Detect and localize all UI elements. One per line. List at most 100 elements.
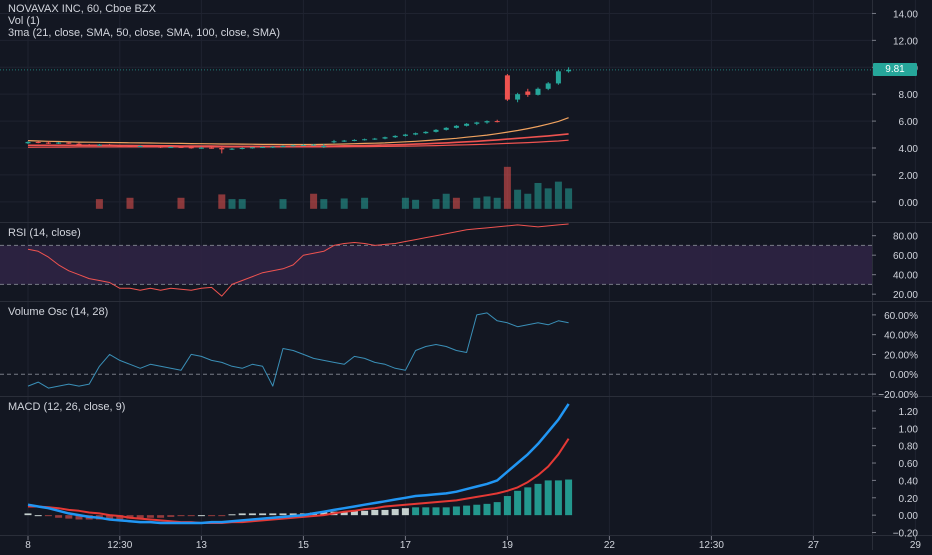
candle-body bbox=[178, 146, 184, 148]
candle-body bbox=[300, 145, 306, 147]
rsi-line bbox=[27, 223, 569, 297]
volume-bar bbox=[228, 199, 236, 209]
macd-histogram-bar bbox=[473, 504, 481, 516]
time-tick-label: 17 bbox=[400, 540, 412, 550]
candle-body bbox=[362, 139, 368, 141]
macd-signal-line bbox=[28, 438, 570, 524]
candle-body bbox=[35, 141, 41, 143]
candle-body bbox=[566, 69, 572, 72]
macd-tick-label: 1.20 bbox=[899, 407, 919, 418]
candle-body bbox=[555, 71, 561, 84]
candle-body bbox=[545, 83, 551, 89]
price-tick-label: 8.00 bbox=[899, 90, 919, 101]
candle-body bbox=[127, 145, 133, 147]
candle-body bbox=[372, 138, 378, 140]
candle-body bbox=[484, 121, 490, 123]
last-price-badge: 9.81 bbox=[873, 63, 917, 77]
macd-line bbox=[27, 403, 570, 525]
candle-body bbox=[341, 140, 347, 142]
volume-osc-line bbox=[27, 312, 569, 389]
price-tick-label: 14.00 bbox=[893, 9, 918, 20]
volume-bar bbox=[320, 199, 328, 209]
volume-bar bbox=[95, 199, 103, 209]
macd-histogram-bar bbox=[412, 507, 420, 516]
time-tick-label: 12:30 bbox=[107, 540, 132, 550]
macd-histogram-bar bbox=[289, 513, 297, 516]
price-tick-label: 6.00 bbox=[899, 117, 919, 128]
candle-body bbox=[96, 144, 102, 146]
macd-histogram-bar bbox=[442, 507, 450, 516]
volume-bar bbox=[177, 197, 185, 209]
macd-histogram-bar bbox=[44, 515, 52, 517]
volume-bar bbox=[493, 197, 501, 209]
candle-body bbox=[515, 94, 521, 100]
macd-histogram-bar bbox=[391, 509, 399, 516]
macd-histogram-bar bbox=[524, 487, 532, 516]
volume-osc-legend: Volume Osc (14, 28) bbox=[8, 306, 109, 318]
macd-histogram-bar bbox=[106, 515, 114, 520]
time-tick-label: 8 bbox=[25, 540, 31, 550]
macd-histogram-bar bbox=[483, 503, 491, 516]
candle-body bbox=[198, 147, 204, 149]
macd-histogram-bar bbox=[361, 510, 369, 516]
symbol-legend: NOVAVAX INC, 60, Cboe BZX bbox=[8, 3, 156, 15]
macd-tick-label: −0.20 bbox=[893, 529, 919, 540]
time-tick-label: 22 bbox=[604, 540, 616, 550]
candle-body bbox=[76, 143, 82, 145]
price-tick-label: 2.00 bbox=[899, 171, 919, 182]
macd-histogram-bar bbox=[340, 511, 348, 516]
candle-body bbox=[137, 145, 143, 147]
time-tick-label: 12:30 bbox=[699, 540, 724, 550]
candle-body bbox=[280, 145, 286, 147]
candle-body bbox=[107, 144, 113, 146]
time-tick-label: 27 bbox=[808, 540, 820, 550]
candle-body bbox=[443, 127, 449, 130]
volume-osc-axis: 60.00% 40.00% 20.00% 0.00% −20.00% bbox=[872, 311, 918, 401]
volume-bar bbox=[503, 166, 511, 209]
volume-osc-tick-label: 0.00% bbox=[890, 370, 918, 381]
price-tick-label: 12.00 bbox=[893, 36, 918, 47]
macd-histogram-bar bbox=[75, 515, 83, 520]
candle-body bbox=[382, 137, 388, 139]
candle-body bbox=[239, 148, 245, 149]
macd-histogram-bar bbox=[554, 480, 562, 516]
volume-osc-tick-label: 40.00% bbox=[884, 331, 918, 342]
volume-bar bbox=[412, 199, 420, 209]
candle-body bbox=[290, 145, 296, 147]
macd-histogram-bar bbox=[452, 506, 460, 516]
macd-histogram-bar bbox=[259, 513, 267, 516]
candle-body bbox=[219, 148, 225, 150]
macd-histogram-bar bbox=[218, 515, 226, 517]
candle-body bbox=[66, 142, 72, 144]
macd-histogram-bar bbox=[248, 513, 256, 516]
volume-osc-tick-label: 60.00% bbox=[884, 311, 918, 322]
candle-body bbox=[168, 146, 174, 148]
candle-body bbox=[535, 88, 541, 95]
volume-bar bbox=[524, 193, 532, 209]
candle-body bbox=[504, 75, 510, 100]
candle-body bbox=[158, 146, 164, 148]
candle-body bbox=[209, 147, 215, 149]
volume-bar bbox=[442, 193, 450, 209]
macd-histogram-bar bbox=[381, 509, 389, 516]
volume-bar bbox=[361, 197, 369, 209]
macd-histogram-bar bbox=[228, 514, 236, 516]
volume-bar bbox=[483, 196, 491, 209]
candle-body bbox=[453, 125, 459, 128]
macd-histogram-bar bbox=[422, 507, 430, 516]
ma-legend: 3ma (21, close, SMA, 50, close, SMA, 100… bbox=[8, 27, 281, 39]
volume-bar bbox=[401, 197, 409, 209]
macd-histogram-bar bbox=[544, 480, 552, 516]
volume-bar bbox=[544, 188, 552, 209]
macd-histogram-bar bbox=[136, 515, 144, 519]
macd-histogram-bar bbox=[371, 509, 379, 516]
price-tick-label: 0.00 bbox=[899, 198, 919, 209]
candle-body bbox=[260, 146, 266, 148]
rsi-tick-label: 60.00 bbox=[893, 251, 918, 262]
macd-histogram-bar bbox=[238, 513, 246, 516]
candle-body bbox=[56, 142, 62, 144]
candle-body bbox=[311, 144, 317, 146]
volume-bar bbox=[473, 197, 481, 209]
